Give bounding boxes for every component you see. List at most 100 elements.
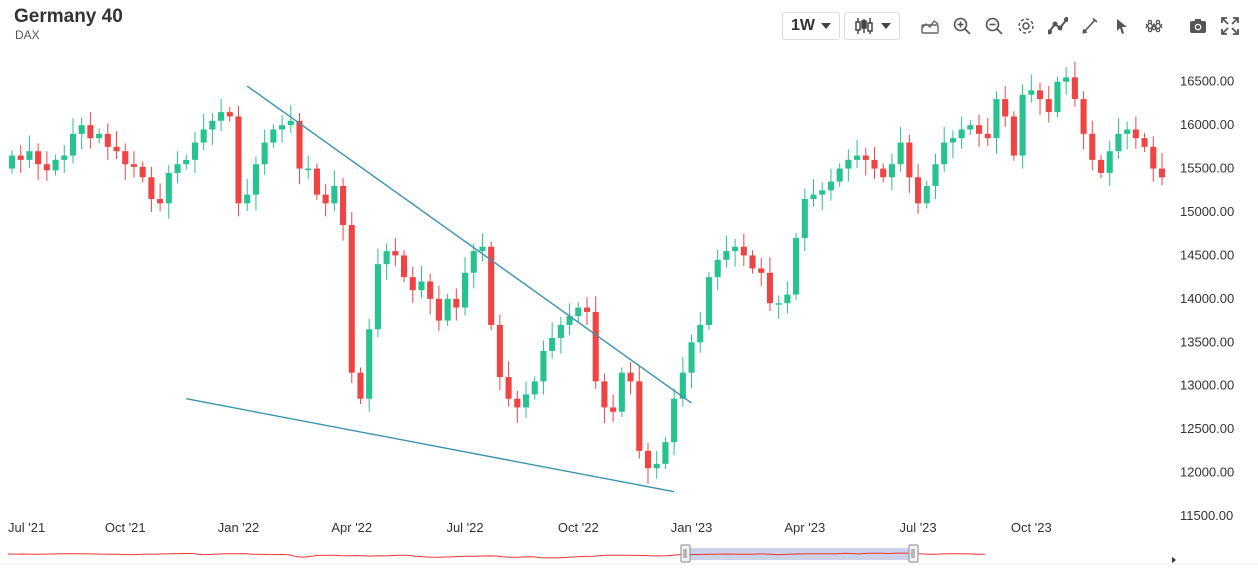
- candle-body: [392, 251, 399, 256]
- candle: [1115, 118, 1122, 160]
- candle-body: [148, 177, 155, 199]
- candle: [758, 258, 765, 286]
- candle: [270, 124, 277, 148]
- candle-body: [279, 125, 286, 130]
- candle-body: [1132, 129, 1139, 139]
- candle-body: [409, 277, 416, 291]
- candle: [8, 150, 16, 174]
- candle-body: [688, 342, 695, 373]
- candle-body: [322, 194, 329, 204]
- candle-body: [453, 298, 460, 308]
- candle-body: [644, 450, 652, 469]
- candle: [705, 271, 713, 331]
- candle: [200, 113, 207, 151]
- candle-body: [43, 164, 50, 171]
- candle-body: [427, 281, 434, 299]
- candle: [679, 357, 686, 407]
- y-tick-label: 13000.00: [1180, 378, 1234, 393]
- fullscreen-icon[interactable]: [1216, 12, 1244, 40]
- candle: [470, 243, 477, 289]
- candle-body: [906, 142, 913, 178]
- candle-body: [845, 159, 852, 169]
- candle-body: [8, 155, 16, 169]
- candle: [418, 265, 425, 298]
- candle: [557, 317, 564, 354]
- y-tick-label: 15000.00: [1180, 204, 1234, 219]
- candle-body: [1089, 133, 1096, 160]
- candle-body: [923, 185, 930, 204]
- candle: [592, 296, 599, 390]
- cursor-icon[interactable]: [1108, 12, 1136, 40]
- candle: [749, 250, 756, 274]
- candle: [87, 112, 94, 149]
- y-axis: 11500.00 12000.00 12500.00 13000.00 13500.00…: [1180, 74, 1234, 523]
- candle-body: [87, 125, 94, 139]
- chart-type-select[interactable]: [844, 12, 900, 40]
- candle: [261, 129, 268, 175]
- zoom-in-icon[interactable]: [948, 12, 976, 40]
- x-axis: Jul '21 Oct '21 Jan '22 Apr '22 Jul '22 Oct '…: [8, 520, 1052, 535]
- candle: [1080, 91, 1087, 150]
- chart-subtitle: DAX: [15, 28, 40, 42]
- candle-body: [540, 350, 547, 382]
- navigator-scroll-right-icon[interactable]: [1172, 557, 1176, 563]
- candle: [130, 151, 138, 178]
- interval-select[interactable]: 1W: [782, 12, 840, 40]
- candle-body: [854, 155, 861, 160]
- navigator[interactable]: [0, 544, 1258, 565]
- candle: [1010, 111, 1017, 161]
- candle-body: [69, 133, 77, 156]
- candle: [43, 151, 50, 181]
- candle-body: [52, 159, 59, 171]
- candle: [1150, 136, 1157, 182]
- network-icon[interactable]: [1140, 12, 1168, 40]
- candle: [714, 249, 721, 291]
- camera-icon[interactable]: [1184, 12, 1212, 40]
- y-tick-label: 16000.00: [1180, 117, 1234, 132]
- pencil-icon[interactable]: [1076, 12, 1104, 40]
- candle-body: [871, 159, 878, 169]
- candle-body: [671, 398, 678, 443]
- candle-body: [157, 198, 164, 204]
- candle: [1045, 86, 1052, 123]
- candle-body: [444, 298, 451, 321]
- y-tick-label: 11500.00: [1180, 508, 1233, 523]
- gear-icon[interactable]: [1012, 12, 1040, 40]
- candle-body: [766, 272, 774, 304]
- candle: [96, 128, 103, 144]
- candle-body: [496, 324, 503, 378]
- candle: [740, 233, 747, 266]
- candle-body: [130, 164, 138, 167]
- chart-title: Germany 40: [14, 6, 123, 27]
- x-tick-label: Apr '23: [784, 520, 825, 535]
- candle-body: [679, 372, 686, 399]
- candle-body: [697, 324, 704, 343]
- candle-body: [61, 155, 68, 160]
- candle-body: [383, 251, 390, 265]
- candle-body: [932, 164, 939, 186]
- candle: [819, 182, 826, 211]
- candle: [148, 166, 155, 212]
- chart-toolbar: 1W: [782, 11, 1244, 41]
- candle-body: [592, 311, 599, 382]
- zoom-out-icon[interactable]: [980, 12, 1008, 40]
- candle-body: [949, 138, 956, 143]
- candle: [958, 116, 965, 149]
- candle: [104, 123, 111, 160]
- candle-body: [1124, 129, 1131, 134]
- x-tick-label: Oct '23: [1011, 520, 1052, 535]
- line-tool-icon[interactable]: [1044, 12, 1072, 40]
- candle: [793, 232, 800, 300]
- area-chart-icon[interactable]: [916, 12, 944, 40]
- candle-body: [975, 125, 983, 134]
- candle: [845, 149, 852, 182]
- candle: [226, 106, 233, 122]
- candle: [17, 145, 24, 173]
- candle: [174, 151, 181, 184]
- candle: [949, 130, 956, 159]
- candle-body: [305, 168, 312, 171]
- candle: [209, 112, 216, 146]
- x-tick-label: Jul '23: [899, 520, 936, 535]
- candle-body: [740, 246, 747, 256]
